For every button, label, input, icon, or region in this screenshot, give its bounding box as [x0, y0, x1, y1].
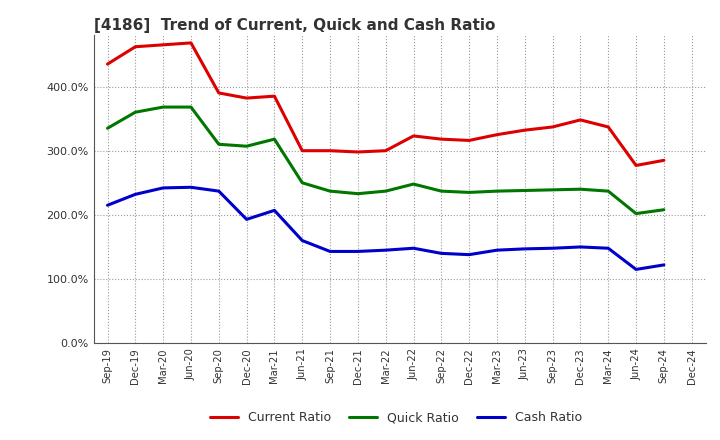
- Current Ratio: [270, 94, 279, 99]
- Cash Ratio: [242, 217, 251, 222]
- Current Ratio: [354, 149, 362, 154]
- Quick Ratio: [437, 188, 446, 194]
- Current Ratio: [242, 95, 251, 101]
- Current Ratio: [325, 148, 334, 154]
- Cash Ratio: [660, 262, 668, 268]
- Cash Ratio: [325, 249, 334, 254]
- Quick Ratio: [409, 181, 418, 187]
- Cash Ratio: [631, 267, 640, 272]
- Current Ratio: [549, 125, 557, 130]
- Cash Ratio: [437, 251, 446, 256]
- Current Ratio: [103, 62, 112, 67]
- Quick Ratio: [131, 110, 140, 115]
- Quick Ratio: [186, 104, 195, 110]
- Quick Ratio: [382, 188, 390, 194]
- Current Ratio: [186, 40, 195, 46]
- Line: Quick Ratio: Quick Ratio: [107, 107, 664, 213]
- Quick Ratio: [465, 190, 474, 195]
- Quick Ratio: [631, 211, 640, 216]
- Cash Ratio: [521, 246, 529, 252]
- Cash Ratio: [492, 248, 501, 253]
- Line: Current Ratio: Current Ratio: [107, 43, 664, 165]
- Cash Ratio: [298, 238, 307, 243]
- Cash Ratio: [465, 252, 474, 257]
- Cash Ratio: [159, 185, 168, 191]
- Quick Ratio: [549, 187, 557, 192]
- Cash Ratio: [186, 185, 195, 190]
- Quick Ratio: [325, 188, 334, 194]
- Current Ratio: [604, 125, 613, 130]
- Quick Ratio: [159, 104, 168, 110]
- Line: Cash Ratio: Cash Ratio: [107, 187, 664, 269]
- Cash Ratio: [549, 246, 557, 251]
- Quick Ratio: [215, 142, 223, 147]
- Current Ratio: [131, 44, 140, 49]
- Quick Ratio: [660, 207, 668, 213]
- Legend: Current Ratio, Quick Ratio, Cash Ratio: Current Ratio, Quick Ratio, Cash Ratio: [205, 407, 587, 429]
- Current Ratio: [631, 163, 640, 168]
- Current Ratio: [298, 148, 307, 154]
- Current Ratio: [409, 133, 418, 139]
- Cash Ratio: [103, 202, 112, 208]
- Cash Ratio: [382, 248, 390, 253]
- Current Ratio: [465, 138, 474, 143]
- Current Ratio: [521, 128, 529, 133]
- Cash Ratio: [354, 249, 362, 254]
- Quick Ratio: [298, 180, 307, 185]
- Text: [4186]  Trend of Current, Quick and Cash Ratio: [4186] Trend of Current, Quick and Cash …: [94, 18, 495, 33]
- Cash Ratio: [131, 192, 140, 197]
- Quick Ratio: [354, 191, 362, 196]
- Current Ratio: [660, 158, 668, 163]
- Cash Ratio: [604, 246, 613, 251]
- Current Ratio: [215, 90, 223, 95]
- Cash Ratio: [576, 244, 585, 249]
- Current Ratio: [576, 117, 585, 122]
- Cash Ratio: [215, 188, 223, 194]
- Quick Ratio: [270, 136, 279, 142]
- Quick Ratio: [492, 188, 501, 194]
- Current Ratio: [159, 42, 168, 48]
- Current Ratio: [437, 136, 446, 142]
- Current Ratio: [382, 148, 390, 154]
- Quick Ratio: [604, 188, 613, 194]
- Cash Ratio: [409, 246, 418, 251]
- Current Ratio: [492, 132, 501, 137]
- Cash Ratio: [270, 208, 279, 213]
- Quick Ratio: [576, 187, 585, 192]
- Quick Ratio: [103, 125, 112, 131]
- Quick Ratio: [242, 143, 251, 149]
- Quick Ratio: [521, 188, 529, 193]
